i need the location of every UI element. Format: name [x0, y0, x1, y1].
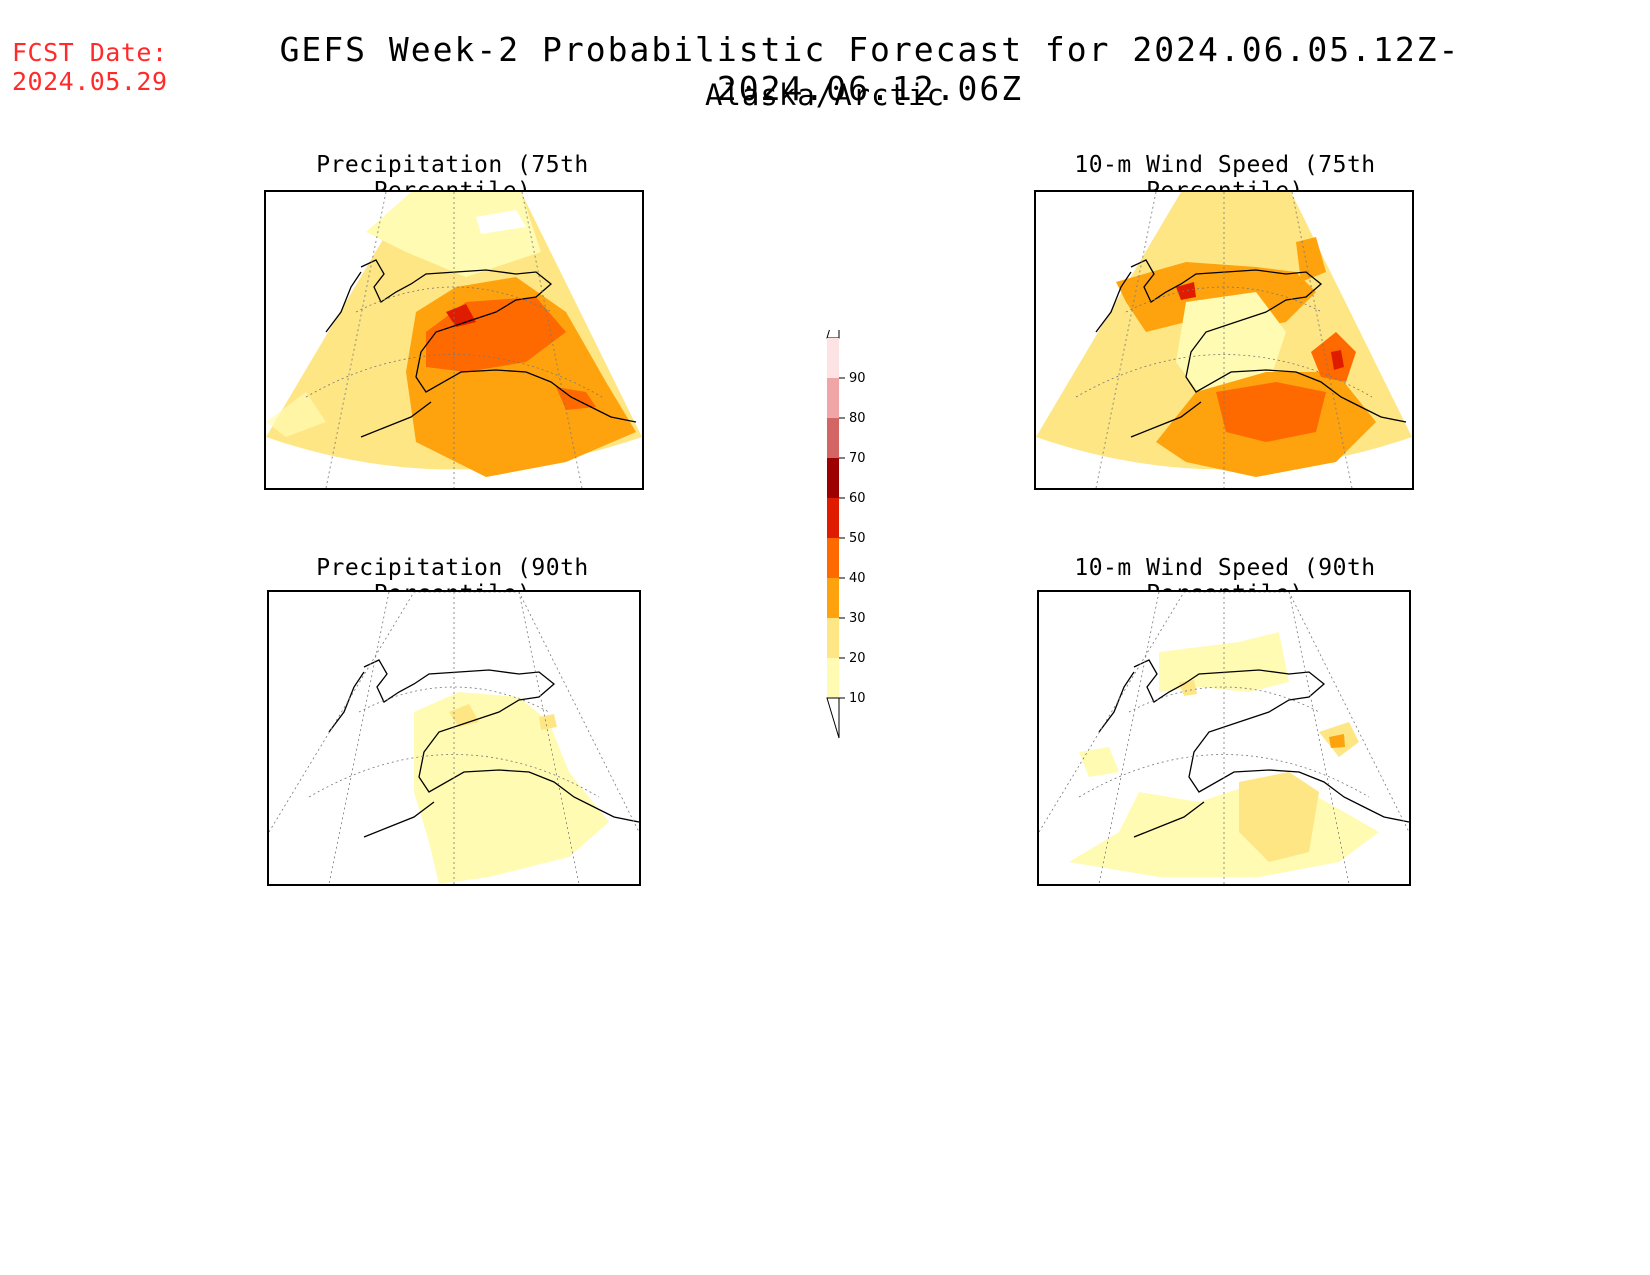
legend-tick-label: 90 [849, 371, 866, 386]
legend-swatch [827, 378, 839, 418]
legend-swatch [827, 338, 839, 378]
legend-bottom-cap [826, 697, 840, 739]
legend-top-cap [826, 297, 840, 339]
legend-swatch [827, 458, 839, 498]
legend-tick-label: 70 [849, 451, 866, 466]
color-legend: 10 20 30 40 50 60 70 80 90 [815, 297, 905, 754]
region-subtitle: Alaska/Arctic [705, 78, 945, 112]
color-legend-bar: 10 20 30 40 50 60 70 80 90 [826, 297, 866, 739]
legend-tick-label: 10 [849, 691, 866, 706]
map-wind-90 [1037, 590, 1411, 886]
map-precip-75 [264, 190, 644, 490]
legend-swatch [827, 538, 839, 578]
legend-tick-label: 50 [849, 531, 866, 546]
legend-tick-label: 60 [849, 491, 866, 506]
legend-tick-label: 20 [849, 651, 866, 666]
legend-swatch [827, 618, 839, 658]
forecast-date-label: FCST Date: [12, 38, 168, 67]
legend-swatch [827, 658, 839, 698]
legend-swatch [827, 418, 839, 458]
page-title: GEFS Week-2 Probabilistic Forecast for 2… [279, 30, 1461, 108]
map-wind-75 [1034, 190, 1414, 490]
map-precip-90 [267, 590, 641, 886]
legend-tick-label: 30 [849, 611, 866, 626]
legend-tick-label: 80 [849, 411, 866, 426]
legend-swatch [827, 578, 839, 618]
forecast-date-value: 2024.05.29 [12, 67, 168, 96]
legend-swatch [827, 498, 839, 538]
forecast-date-block: FCST Date: 2024.05.29 [12, 38, 168, 96]
legend-tick-label: 40 [849, 571, 866, 586]
